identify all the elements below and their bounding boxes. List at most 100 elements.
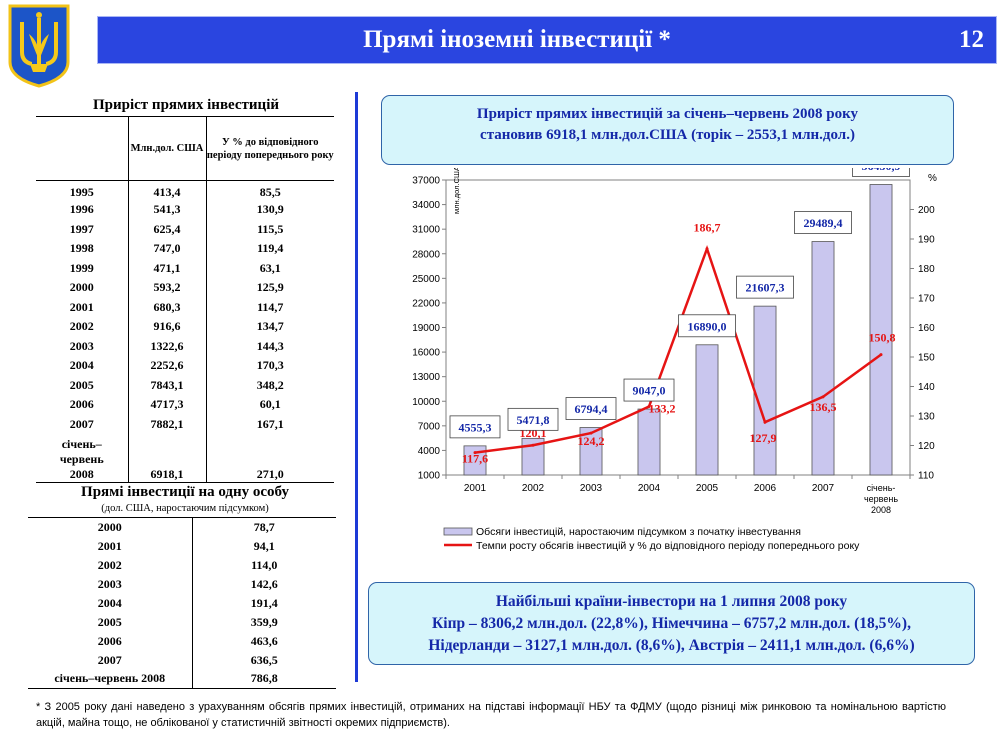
- amount-cell: 593,2: [127, 278, 206, 298]
- y2-tick-label: 180: [918, 264, 935, 275]
- line-value-label: 127,9: [750, 431, 777, 445]
- growth-line: [474, 244, 882, 454]
- amount-cell: 541,3: [127, 200, 206, 220]
- y2-tick-label: 190: [918, 235, 935, 246]
- year-cell: 2000: [69, 280, 94, 295]
- y-tick-label: 37000: [412, 176, 440, 187]
- header-cell-year: [36, 116, 128, 181]
- bar-value-label: 21607,3: [746, 281, 785, 295]
- line-point: [531, 443, 535, 447]
- header-cell-amount: Млн.дол. США: [127, 116, 206, 181]
- growth-summary-line1: Приріст прямих інвестицій за січень–черв…: [476, 106, 859, 122]
- bar: [579, 427, 603, 476]
- y2-tick-label: 140: [918, 382, 935, 393]
- y-tick-label: 28000: [412, 249, 440, 260]
- legend-label-bars: Обсяги інвестицій, наростаючим підсумком…: [476, 526, 801, 538]
- line-point: [879, 353, 883, 357]
- bar-value-label: 6794,4: [575, 402, 608, 416]
- year-cell: 1998: [69, 241, 94, 256]
- page-number: 12: [959, 26, 984, 53]
- table-row: 2000 78,7: [28, 517, 336, 537]
- value-cell: 463,6: [250, 633, 278, 648]
- amount-cell: 1322,6: [127, 336, 206, 356]
- investors-line2: Нідерланди – 3127,1 млн.дол. (8,6%), Авс…: [428, 637, 915, 654]
- investment-growth-table: Млн.дол. США У % до відповідного періоду…: [36, 116, 334, 483]
- amount-cell: 7882,1: [127, 414, 206, 434]
- x-tick-label: 2002: [522, 483, 545, 494]
- table-header-row: Млн.дол. США У % до відповідного періоду…: [36, 116, 334, 181]
- table-row: 2004 191,4: [28, 593, 336, 613]
- table-row: 2002 916,6 134,7: [36, 317, 334, 337]
- year-cell: 2006: [69, 397, 94, 412]
- y2-tick-label: 200: [918, 205, 935, 216]
- y-tick-label: 25000: [412, 274, 440, 285]
- amount-cell: 4717,3: [127, 395, 206, 415]
- amount-cell: 916,6: [127, 317, 206, 337]
- line-value-label: 136,5: [810, 400, 837, 414]
- year-cell: 2003: [28, 574, 193, 594]
- y2-tick-label: 120: [918, 441, 935, 452]
- table-row: 1995 413,4 85,5: [36, 180, 334, 200]
- y-axis-label: млн.дол.США: [452, 168, 461, 214]
- table-row: 1997 625,4 115,5: [36, 219, 334, 239]
- amount-cell: 6918,1: [127, 434, 206, 483]
- year-cell: січень– червень 2008: [36, 434, 128, 483]
- amount-cell: 625,4: [127, 219, 206, 239]
- per-capita-table: 2000 78,7 2001 94,1 2002 114,0 2003 142,6 2004 19…: [28, 517, 336, 689]
- table-row: 2001 680,3 114,7: [36, 297, 334, 317]
- line-point: [763, 420, 767, 424]
- percent-cell: 115,5: [205, 219, 334, 239]
- bar: [811, 241, 835, 476]
- year-cell: 2005: [28, 612, 193, 632]
- line-point: [647, 405, 651, 409]
- x-tick-label: 2001: [464, 483, 487, 494]
- growth-summary-line2: становив 6918,1 млн.дол.США (торік – 255…: [480, 127, 855, 143]
- line-value-label: 150,8: [869, 331, 896, 345]
- vertical-divider: [355, 92, 358, 682]
- x-tick-label: 2006: [754, 483, 777, 494]
- table-row: 2004 2252,6 170,3: [36, 356, 334, 376]
- table-row: 2003 142,6: [28, 574, 336, 594]
- line-value-label: 124,2: [578, 434, 605, 448]
- y2-tick-label: 170: [918, 294, 935, 305]
- bar-value-box: [507, 407, 559, 431]
- footnote: * З 2005 року дані наведено з урахування…: [36, 701, 946, 729]
- table1-title: Приріст прямих інвестицій: [92, 97, 280, 113]
- percent-cell: 271,0: [205, 434, 334, 483]
- percent-cell: 85,5: [205, 180, 334, 200]
- line-point: [473, 451, 477, 455]
- header-cell-percent: У % до відповідного періоду попереднього…: [205, 116, 334, 181]
- x-tick-label: 2008: [871, 505, 891, 515]
- bar-value-label: 36450,9: [862, 168, 901, 173]
- investors-line1: Кіпр – 8306,2 млн.дол. (22,8%), Німеччин…: [432, 615, 911, 632]
- bar-value-box: [736, 275, 794, 299]
- y-tick-label: 22000: [412, 298, 440, 309]
- y-tick-label: 1000: [418, 471, 441, 482]
- year-cell-line: червень: [59, 451, 104, 466]
- line-value-label: 117,6: [462, 452, 488, 466]
- x-tick-label: 2007: [812, 483, 835, 494]
- bar-value-label: 4555,3: [459, 420, 492, 434]
- bar-value-box: [565, 397, 617, 420]
- percent-cell: 63,1: [205, 258, 334, 278]
- bar-value-box: [678, 314, 736, 338]
- investment-chart: 1000 4000 7000 10000 13000 16000 19000 22000 250…: [412, 168, 937, 552]
- y-tick-label: 7000: [418, 421, 441, 432]
- bar: [869, 184, 893, 476]
- percent-cell: 114,7: [205, 297, 334, 317]
- value-cell: 78,7: [192, 517, 336, 537]
- amount-cell: 7843,1: [127, 375, 206, 395]
- percent-cell: 60,1: [205, 395, 334, 415]
- line-value-label: 133,2: [649, 402, 676, 416]
- bar-value-label: 9047,0: [633, 384, 666, 398]
- year-cell: 2002: [69, 319, 94, 334]
- bar: [695, 344, 719, 476]
- growth-summary-box: Приріст прямих інвестицій за січень–черв…: [381, 95, 954, 165]
- table-row: січень– червень 2008 6918,1 271,0: [36, 434, 334, 483]
- coat-of-arms-icon: [8, 4, 70, 88]
- x-tick-label: січень-: [867, 483, 896, 493]
- year-cell: січень–червень 2008: [28, 669, 193, 689]
- bar-value-label: 5471,8: [517, 413, 550, 427]
- x-tick-label: червень: [864, 494, 898, 504]
- bar: [463, 445, 487, 476]
